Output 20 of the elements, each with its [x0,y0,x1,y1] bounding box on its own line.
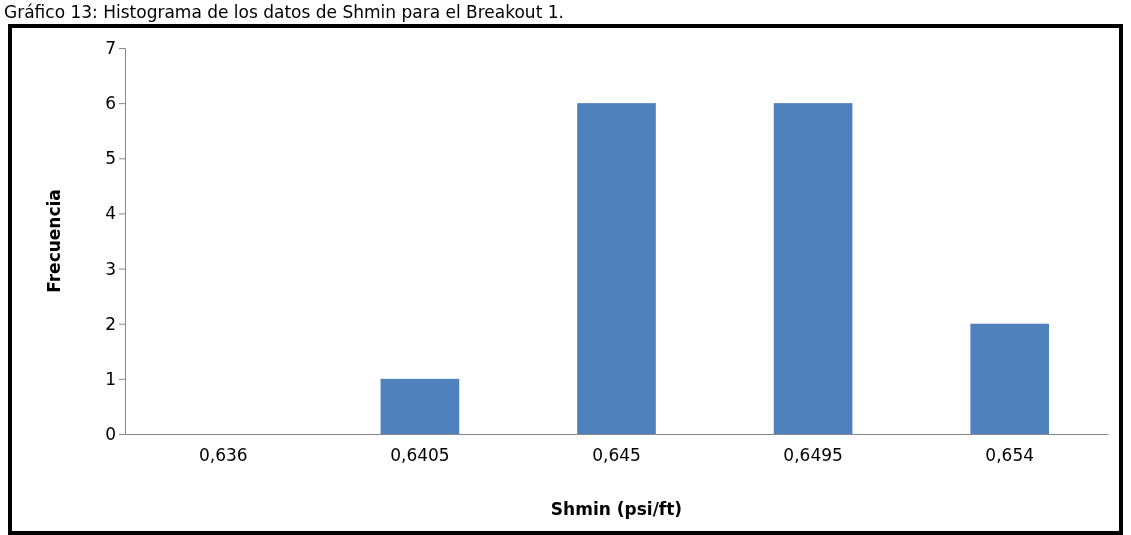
x-tick-label: 0,654 [985,444,1035,465]
x-tick-label: 0,6405 [390,444,450,465]
y-tick-label: 2 [105,313,116,334]
y-axis-title: Frecuencia [44,189,64,293]
y-tick-label: 4 [105,203,116,224]
y-tick-label: 0 [105,423,116,444]
x-axis-title: Shmin (psi/ft) [550,499,683,519]
bar [380,378,460,434]
y-tick-label: 1 [105,368,116,389]
x-tick-label: 0,645 [592,444,641,465]
bar [970,323,1050,434]
bar [577,103,656,434]
x-tick-label: 0,6495 [783,444,843,465]
y-tick-label: 5 [105,148,116,169]
y-tick-label: 6 [105,93,116,114]
bar [773,103,853,434]
y-tick-label: 7 [105,37,116,58]
x-tick-label: 0,636 [198,444,248,465]
y-tick-label: 3 [105,258,116,279]
chart-title: Gráfico 13: Histograma de los datos de Shmin para el Breakout 1. [4,2,564,22]
